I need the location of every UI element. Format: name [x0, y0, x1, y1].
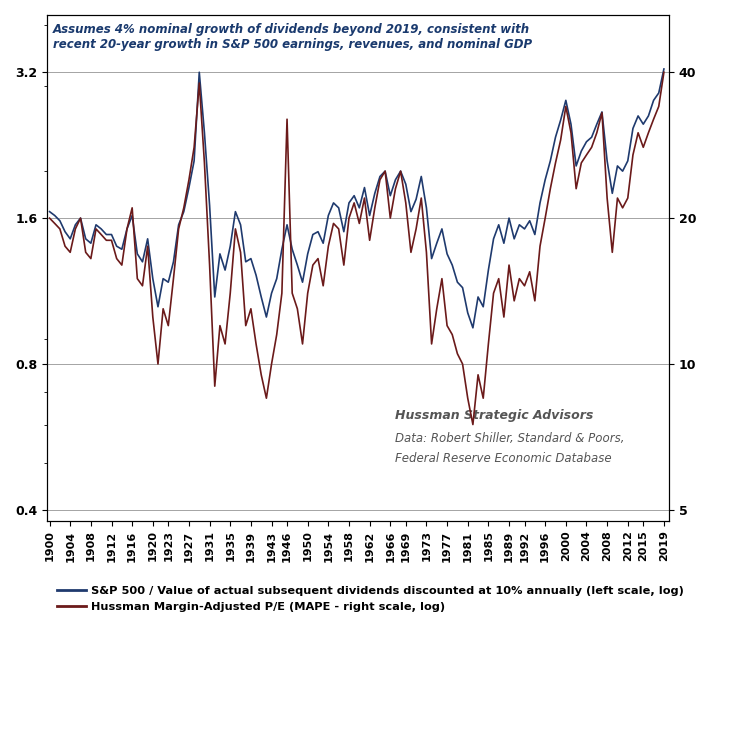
Text: Assumes 4% nominal growth of dividends beyond 2019, consistent with
recent 20-ye: Assumes 4% nominal growth of dividends b…	[53, 23, 533, 50]
Legend: S&P 500 / Value of actual subsequent dividends discounted at 10% annually (left : S&P 500 / Value of actual subsequent div…	[53, 581, 689, 616]
Text: Data: Robert Shiller, Standard & Poors,: Data: Robert Shiller, Standard & Poors,	[395, 432, 624, 445]
Text: Federal Reserve Economic Database: Federal Reserve Economic Database	[395, 453, 612, 466]
Text: Hussman Strategic Advisors: Hussman Strategic Advisors	[395, 410, 594, 423]
